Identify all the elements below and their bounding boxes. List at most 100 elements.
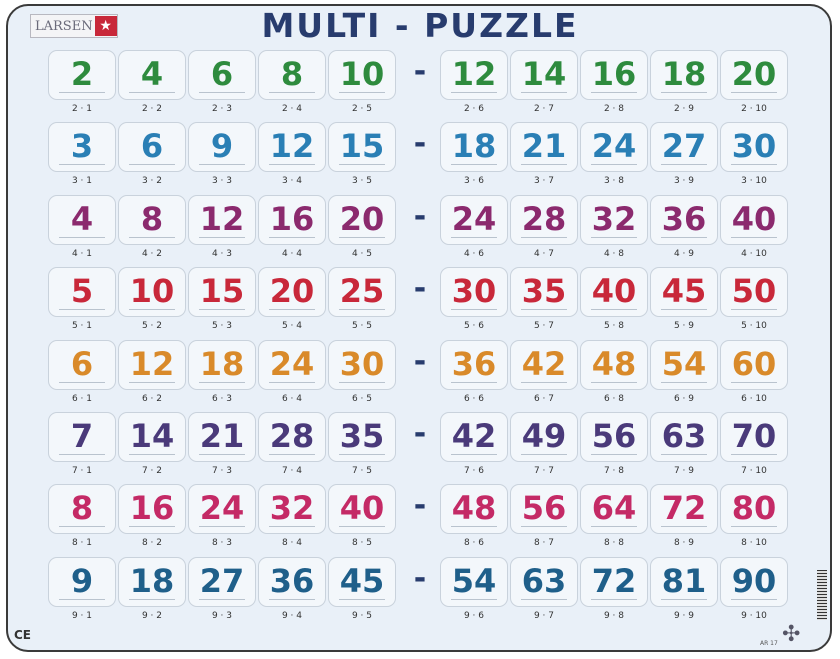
puzzle-tile[interactable]: 18 (188, 339, 256, 390)
puzzle-tile[interactable]: 24 (258, 339, 326, 390)
puzzle-tile[interactable]: 24 (580, 122, 648, 173)
puzzle-tile[interactable]: 56 (510, 484, 578, 535)
multiplication-label: 7 · 2 (141, 466, 163, 476)
puzzle-tile[interactable]: 7 (48, 412, 116, 462)
puzzle-tile[interactable]: 24 (440, 194, 508, 245)
multiplication-label: 6 · 6 (463, 393, 485, 404)
puzzle-tile[interactable]: 63 (650, 412, 718, 462)
multiplication-label: 2 · 4 (281, 104, 303, 114)
puzzle-tile[interactable]: 35 (510, 267, 578, 318)
puzzle-tile[interactable]: 14 (118, 412, 186, 462)
puzzle-tile[interactable]: 12 (188, 194, 256, 245)
puzzle-tile[interactable]: 8 (118, 194, 186, 245)
multiplication-label: 3 · 9 (673, 176, 695, 187)
puzzle-tile[interactable]: 12 (118, 339, 186, 390)
puzzle-tile[interactable]: 30 (720, 122, 788, 173)
multiplication-label: 4 · 7 (533, 248, 555, 259)
puzzle-tile[interactable]: 16 (580, 50, 648, 100)
puzzle-tile[interactable]: 48 (440, 484, 508, 535)
puzzle-tile[interactable]: 32 (258, 484, 326, 535)
puzzle-tile[interactable]: 40 (580, 267, 648, 318)
puzzle-tile[interactable]: 90 (720, 556, 788, 607)
puzzle-tile[interactable]: 21 (510, 122, 578, 173)
multiplication-label: 5 · 7 (533, 321, 555, 332)
multiplication-label: 2 · 8 (603, 104, 625, 114)
puzzle-tile[interactable]: 16 (258, 194, 326, 245)
puzzle-tile[interactable]: 6 (118, 122, 186, 173)
puzzle-tile[interactable]: 15 (328, 122, 396, 173)
puzzle-tile[interactable]: 40 (328, 484, 396, 535)
multiplication-label: 2 · 6 (463, 104, 485, 114)
puzzle-tile[interactable]: 64 (580, 484, 648, 535)
multiplication-label: 6 · 9 (673, 393, 695, 404)
puzzle-tile[interactable]: 60 (720, 339, 788, 390)
puzzle-tile[interactable]: 14 (510, 50, 578, 100)
multiplication-label: 9 · 5 (351, 610, 373, 621)
puzzle-tile[interactable]: 54 (440, 556, 508, 607)
multiplication-label: 8 · 10 (741, 538, 767, 549)
puzzle-tile[interactable]: 16 (118, 484, 186, 535)
puzzle-tile[interactable]: 20 (258, 267, 326, 318)
multiplication-label: 9 · 7 (533, 610, 555, 621)
puzzle-tile[interactable]: 28 (510, 194, 578, 245)
puzzle-tile[interactable]: 56 (580, 412, 648, 462)
puzzle-tile[interactable]: 27 (650, 122, 718, 173)
puzzle-tile[interactable]: 8 (258, 50, 326, 100)
multiplication-label: 8 · 3 (211, 538, 233, 549)
puzzle-tile[interactable]: 80 (720, 484, 788, 535)
multiplication-label: 7 · 7 (533, 466, 555, 476)
puzzle-tile[interactable]: 63 (510, 556, 578, 607)
puzzle-tile[interactable]: 24 (188, 484, 256, 535)
multiplication-label: 5 · 9 (673, 321, 695, 332)
puzzle-tile[interactable]: 4 (118, 50, 186, 100)
puzzle-tile[interactable]: 6 (48, 339, 116, 390)
puzzle-tile[interactable]: 35 (328, 412, 396, 462)
multiplication-label: 3 · 10 (741, 176, 767, 187)
puzzle-tile[interactable]: 12 (440, 50, 508, 100)
puzzle-tile[interactable]: 28 (258, 412, 326, 462)
puzzle-tile[interactable]: 12 (258, 122, 326, 173)
puzzle-tile[interactable]: 18 (118, 556, 186, 607)
puzzle-tile[interactable]: 54 (650, 339, 718, 390)
puzzle-tile[interactable]: 9 (48, 556, 116, 607)
puzzle-tile[interactable]: 36 (440, 339, 508, 390)
puzzle-tile[interactable]: 48 (580, 339, 648, 390)
puzzle-tile[interactable]: 8 (48, 484, 116, 535)
puzzle-tile[interactable]: 15 (188, 267, 256, 318)
puzzle-tile[interactable]: 36 (258, 556, 326, 607)
puzzle-tile[interactable]: 30 (440, 267, 508, 318)
puzzle-tile[interactable]: 27 (188, 556, 256, 607)
puzzle-tile[interactable]: 10 (328, 50, 396, 100)
puzzle-tile[interactable]: 42 (440, 412, 508, 462)
puzzle-tile[interactable]: 30 (328, 339, 396, 390)
puzzle-tile[interactable]: 25 (328, 267, 396, 318)
puzzle-tile[interactable]: 5 (48, 267, 116, 318)
puzzle-tile[interactable]: 36 (650, 194, 718, 245)
puzzle-tile[interactable]: 21 (188, 412, 256, 462)
puzzle-tile[interactable]: 3 (48, 122, 116, 173)
puzzle-tile[interactable]: 20 (720, 50, 788, 100)
multiplication-label: 4 · 4 (281, 248, 303, 259)
puzzle-tile[interactable]: 18 (440, 122, 508, 173)
puzzle-tile[interactable]: 45 (328, 556, 396, 607)
puzzle-tile[interactable]: 2 (48, 50, 116, 100)
puzzle-tile[interactable]: 40 (720, 194, 788, 245)
puzzle-tile[interactable]: 9 (188, 122, 256, 173)
multiplication-label: 9 · 3 (211, 610, 233, 621)
puzzle-tile[interactable]: 4 (48, 194, 116, 245)
puzzle-tile[interactable]: 45 (650, 267, 718, 318)
puzzle-tile[interactable]: 70 (720, 412, 788, 462)
puzzle-tile[interactable]: 42 (510, 339, 578, 390)
puzzle-tile[interactable]: 6 (188, 50, 256, 100)
puzzle-tile[interactable]: 49 (510, 412, 578, 462)
puzzle-tile[interactable]: 72 (580, 556, 648, 607)
puzzle-tile[interactable]: 10 (118, 267, 186, 318)
puzzle-tile[interactable]: 20 (328, 194, 396, 245)
puzzle-tile[interactable]: 81 (650, 556, 718, 607)
multiplication-label: 2 · 10 (741, 104, 767, 114)
puzzle-tile[interactable]: 32 (580, 194, 648, 245)
puzzle-tile[interactable]: 50 (720, 267, 788, 318)
puzzle-tile[interactable]: 72 (650, 484, 718, 535)
puzzle-tile[interactable]: 18 (650, 50, 718, 100)
multiplication-label: 8 · 9 (673, 538, 695, 549)
